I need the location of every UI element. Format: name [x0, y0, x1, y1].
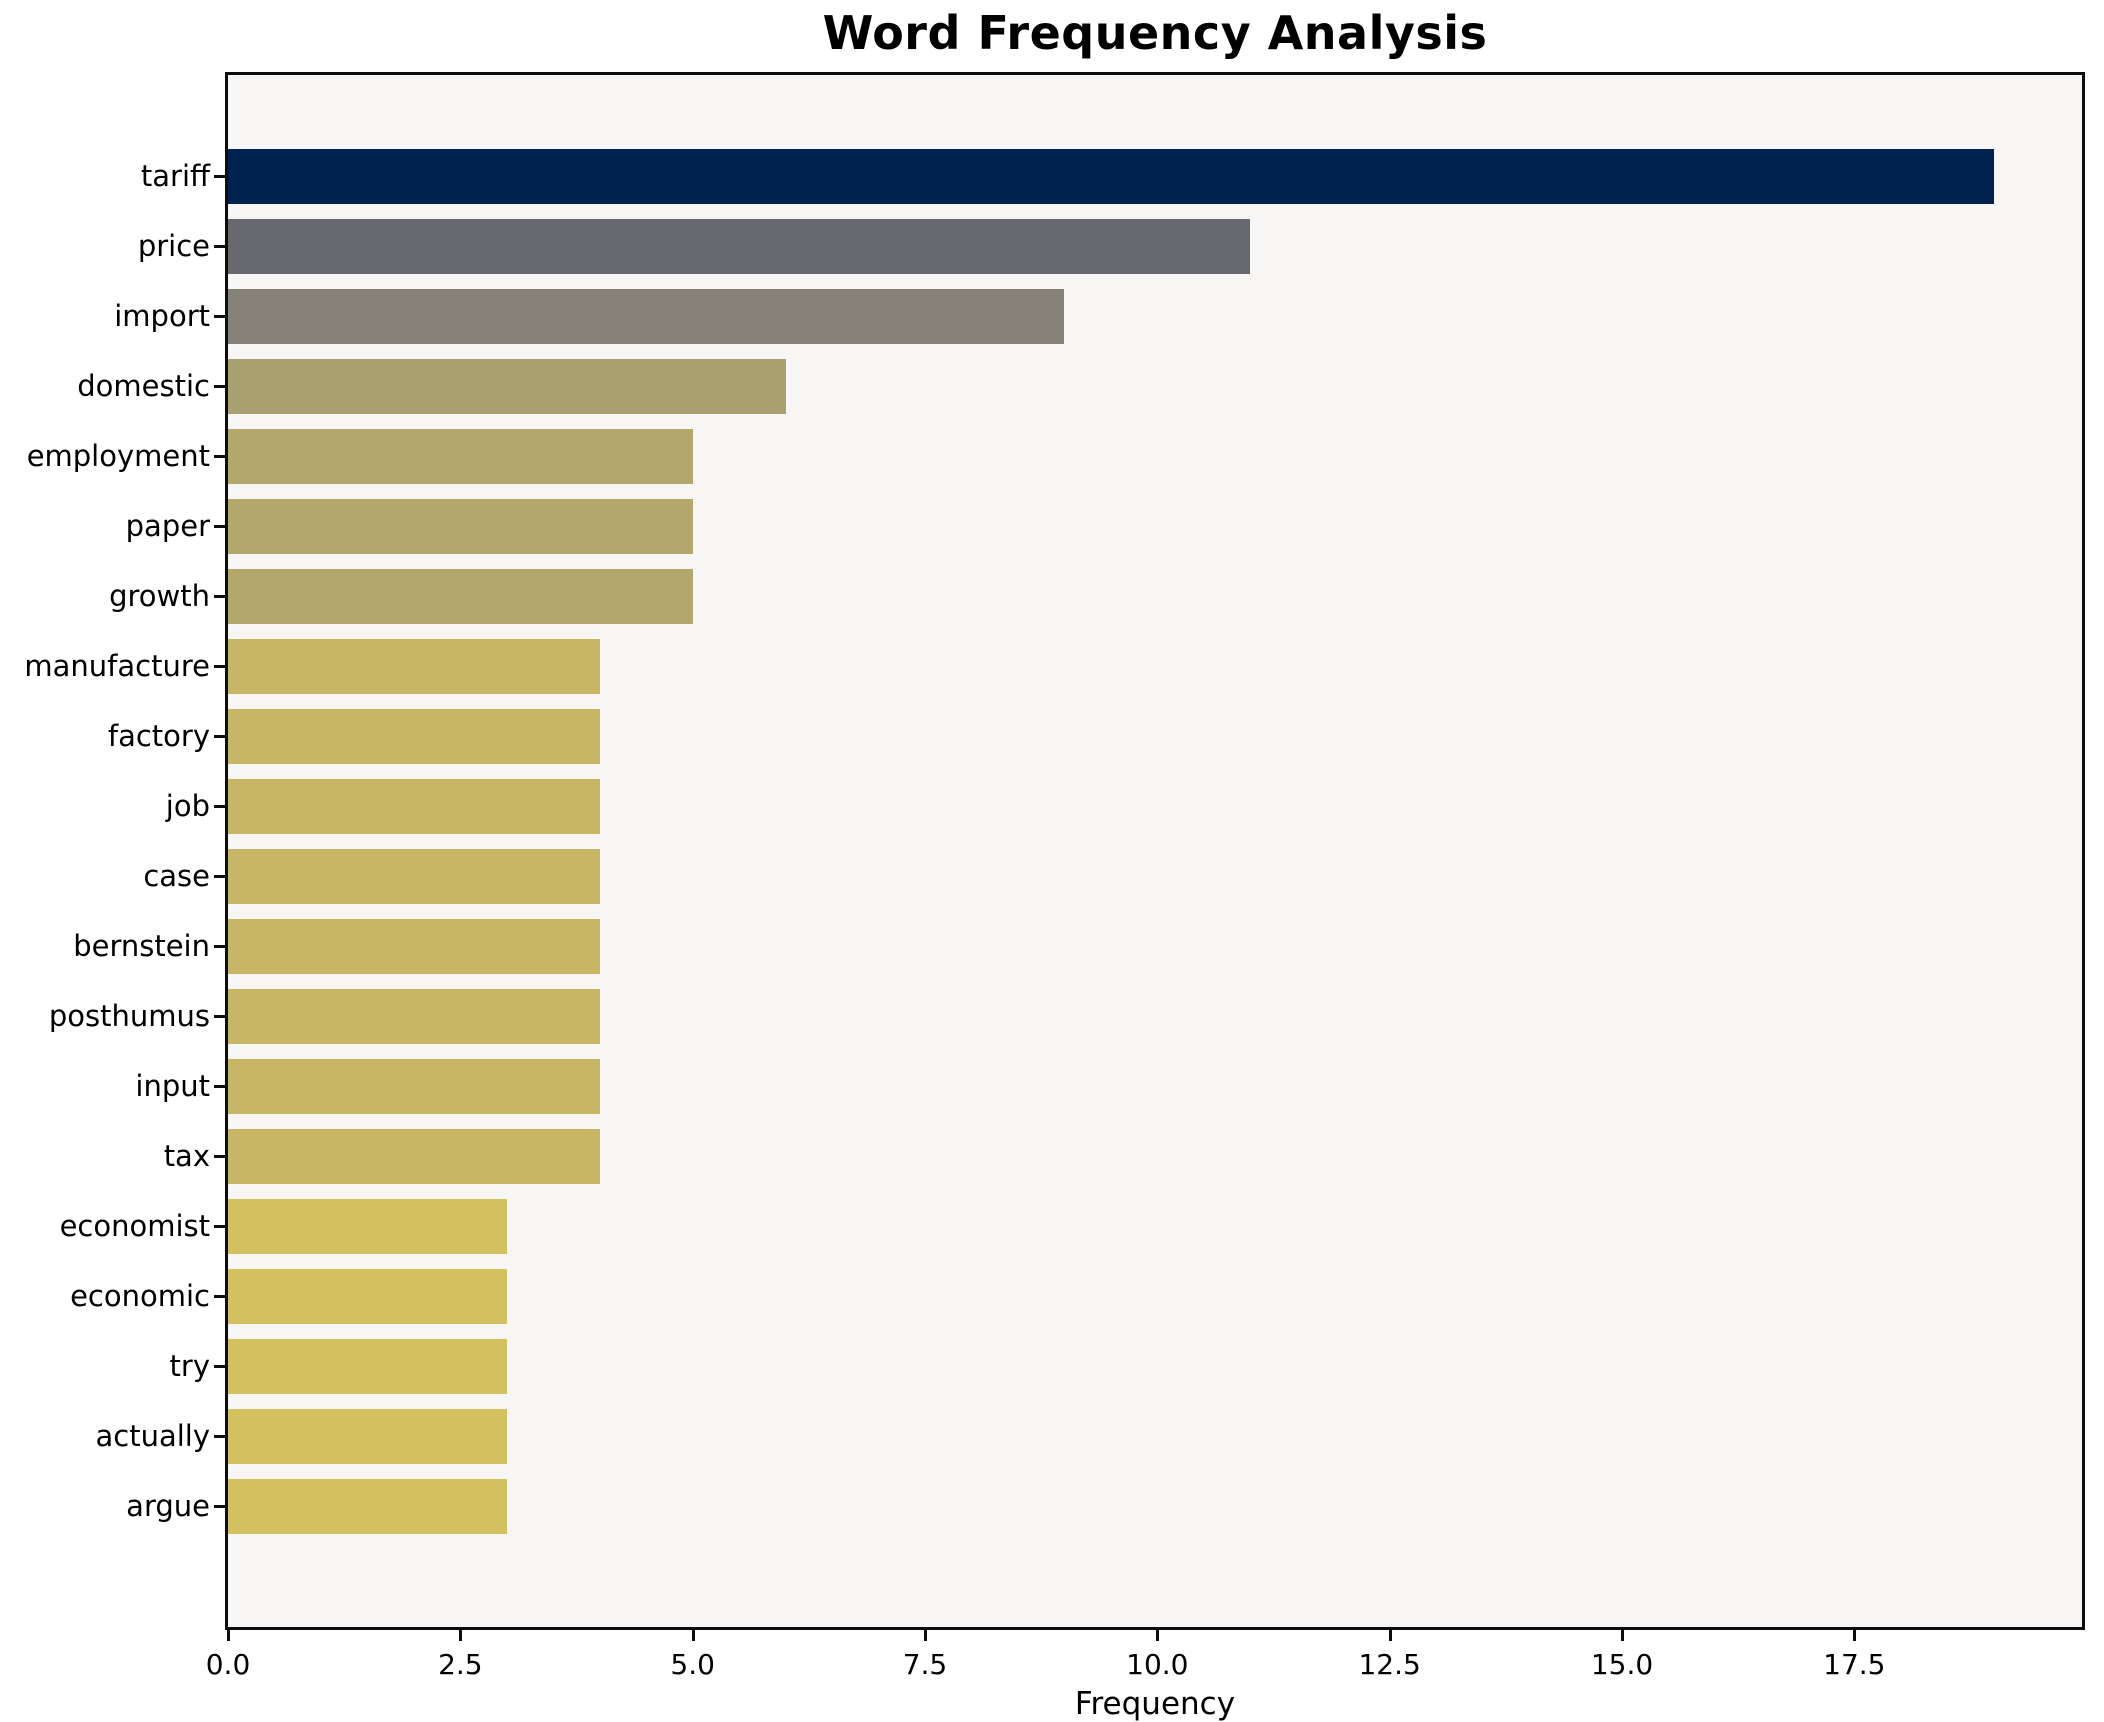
x-tick-mark: [1853, 1630, 1857, 1641]
y-tick-label-factory: factory: [107, 719, 210, 753]
bar-price: [228, 218, 1251, 274]
y-tick-mark: [214, 455, 225, 458]
y-tick-label-economic: economic: [70, 1279, 210, 1313]
plot-area: [225, 72, 2085, 1630]
x-axis-label: Frequency: [1074, 1686, 1236, 1722]
x-tick-label-10.0: 10.0: [1126, 1648, 1189, 1681]
x-tick-mark: [1620, 1630, 1624, 1641]
y-tick-mark: [214, 1505, 225, 1508]
bar-economic: [228, 1268, 507, 1324]
y-tick-mark: [214, 875, 225, 878]
y-tick-mark: [214, 175, 225, 178]
y-tick-mark: [214, 1225, 225, 1228]
y-tick-label-domestic: domestic: [77, 369, 210, 403]
x-tick-label-0.0: 0.0: [205, 1648, 251, 1681]
y-tick-label-tariff: tariff: [140, 159, 210, 193]
y-tick-label-economist: economist: [59, 1209, 210, 1243]
y-tick-mark: [214, 665, 225, 668]
y-tick-label-job: job: [165, 789, 210, 823]
y-tick-mark: [214, 1435, 225, 1438]
y-tick-mark: [214, 735, 225, 738]
bar-job: [228, 778, 600, 834]
y-tick-label-argue: argue: [126, 1489, 210, 1523]
bar-economist: [228, 1198, 507, 1254]
y-tick-mark: [214, 945, 225, 948]
x-tick-mark: [1388, 1630, 1392, 1641]
y-tick-label-try: try: [169, 1349, 210, 1383]
bar-argue: [228, 1478, 507, 1534]
y-tick-label-price: price: [137, 229, 210, 263]
bar-import: [228, 288, 1065, 344]
x-tick-mark: [691, 1630, 695, 1641]
x-tick-label-7.5: 7.5: [902, 1648, 948, 1681]
bar-input: [228, 1058, 600, 1114]
x-tick-mark: [227, 1630, 230, 1641]
y-tick-mark: [214, 1015, 225, 1018]
bar-bernstein: [228, 918, 600, 974]
bar-employment: [228, 428, 693, 484]
y-tick-label-actually: actually: [95, 1419, 210, 1453]
bar-tariff: [228, 148, 1994, 204]
x-tick-mark: [923, 1630, 927, 1641]
y-tick-label-bernstein: bernstein: [73, 929, 210, 963]
y-tick-label-manufacture: manufacture: [24, 649, 210, 683]
y-tick-label-paper: paper: [125, 509, 210, 543]
x-tick-label-15.0: 15.0: [1590, 1648, 1654, 1681]
y-tick-mark: [214, 385, 225, 388]
bar-manufacture: [228, 638, 600, 694]
bar-domestic: [228, 358, 786, 414]
x-tick-mark: [459, 1630, 463, 1641]
bar-growth: [228, 568, 693, 624]
y-tick-mark: [214, 805, 225, 808]
y-tick-mark: [214, 245, 225, 248]
y-tick-label-input: input: [135, 1069, 210, 1103]
x-tick-label-12.5: 12.5: [1358, 1648, 1421, 1681]
y-tick-label-case: case: [143, 859, 210, 893]
y-tick-mark: [214, 1085, 225, 1088]
y-tick-label-tax: tax: [163, 1139, 210, 1173]
y-tick-mark: [214, 1365, 225, 1368]
y-tick-mark: [214, 525, 225, 528]
y-tick-mark: [214, 315, 225, 318]
bar-tax: [228, 1128, 600, 1184]
y-tick-mark: [214, 595, 225, 598]
y-tick-label-import: import: [114, 299, 210, 333]
y-tick-label-employment: employment: [26, 439, 210, 473]
x-tick-label-5.0: 5.0: [670, 1648, 715, 1681]
chart-title: Word Frequency Analysis: [822, 6, 1488, 60]
x-tick-label-17.5: 17.5: [1823, 1648, 1886, 1681]
bar-case: [228, 848, 600, 904]
bar-factory: [228, 708, 600, 764]
bar-posthumus: [228, 988, 600, 1044]
y-tick-mark: [214, 1155, 225, 1158]
y-tick-label-posthumus: posthumus: [48, 999, 210, 1033]
y-tick-mark: [214, 1295, 225, 1298]
y-tick-label-growth: growth: [109, 579, 210, 613]
x-tick-label-2.5: 2.5: [438, 1648, 483, 1681]
bar-try: [228, 1338, 507, 1394]
bar-paper: [228, 498, 693, 554]
bar-actually: [228, 1408, 507, 1464]
x-tick-mark: [1156, 1630, 1160, 1641]
